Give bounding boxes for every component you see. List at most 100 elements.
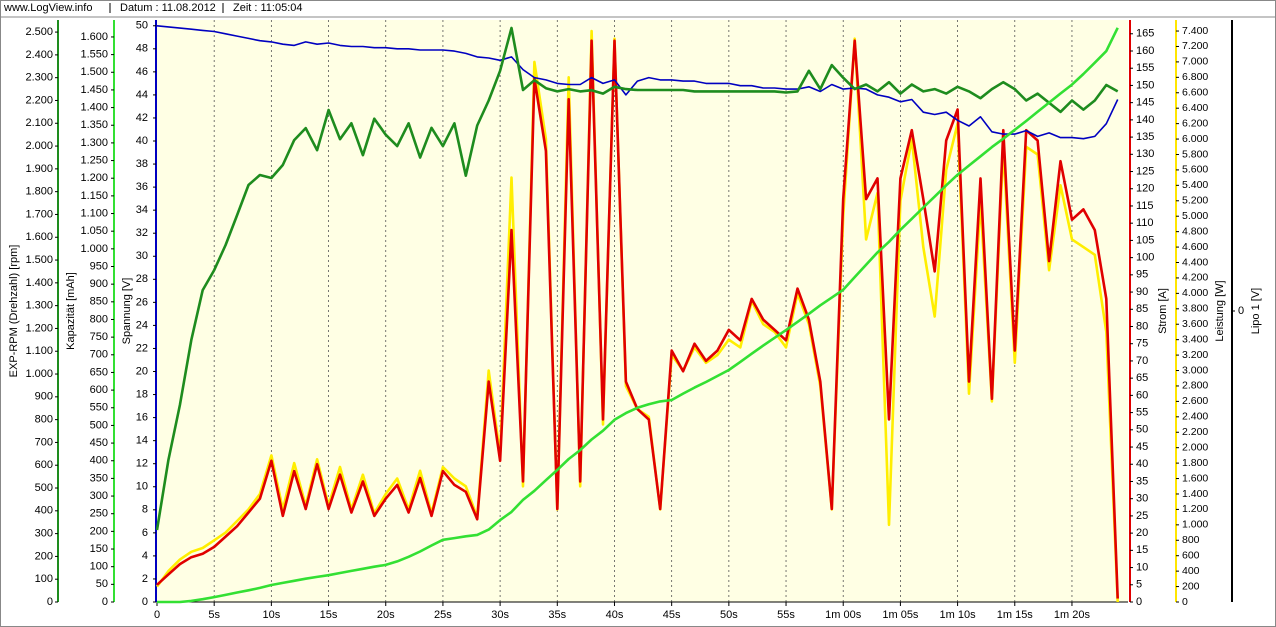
y-tick-label: 155: [1136, 62, 1154, 74]
y-tick-label: 1.700: [25, 208, 53, 220]
y-tick-label: 42: [136, 112, 148, 124]
y-tick-label: 165: [1136, 28, 1154, 40]
y-tick-label: 6.600: [1182, 87, 1208, 99]
y-tick-label: 1.800: [1182, 457, 1208, 469]
x-tick-label: 1m 15s: [997, 609, 1034, 621]
y-tick-label: 2.600: [1182, 395, 1208, 407]
y-tick-label: 0: [102, 596, 108, 608]
y-tick-label: 145: [1136, 97, 1154, 109]
y-tick-label: 900: [35, 391, 53, 403]
y-tick-label: 15: [1136, 544, 1148, 556]
y-tick-label: 105: [1136, 234, 1154, 246]
y-tick-label: 10: [1136, 561, 1148, 573]
y-tick-label: 1.000: [80, 243, 108, 255]
y-tick-label: 28: [136, 273, 148, 285]
y-tick-label: 1.600: [80, 31, 108, 43]
y-tick-label: 18: [136, 388, 148, 400]
y-tick-label: 100: [1136, 252, 1154, 264]
axis-title: Leistung [W]: [1214, 280, 1226, 341]
plot-area: [157, 20, 1128, 602]
y-tick-label: 350: [90, 472, 108, 484]
axis-title: EXP-RPM (Drehzahl) [rpm]: [8, 245, 20, 378]
y-tick-label: 35: [1136, 475, 1148, 487]
y-tick-label: 6.000: [1182, 133, 1208, 145]
series-line: [156, 25, 1119, 140]
y-tick-label: 5: [1136, 579, 1142, 591]
y-tick-label: 55: [1136, 406, 1148, 418]
y-tick-label: 300: [90, 490, 108, 502]
y-tick-label: 32: [136, 227, 148, 239]
y-tick-label: 14: [136, 435, 148, 447]
y-tick-label: 90: [1136, 286, 1148, 298]
y-tick-label: 1.800: [25, 186, 53, 198]
axis-title: Lipo 1 [V]: [1250, 288, 1262, 334]
y-tick-label: 38: [136, 158, 148, 170]
x-tick-label: 15s: [320, 609, 338, 621]
y-tick-label: 36: [136, 181, 148, 193]
series-line: [155, 26, 1119, 531]
y-tick-label: 250: [90, 508, 108, 520]
y-tick-label: 135: [1136, 131, 1154, 143]
y-tick-label: 400: [35, 505, 53, 517]
y-tick-label: 24: [136, 319, 148, 331]
y-tick-label: 600: [1182, 549, 1200, 561]
y-tick-label: 800: [1182, 534, 1200, 546]
y-tick-label: 500: [90, 419, 108, 431]
header-site: www.LogView.info: [3, 2, 92, 14]
y-tick-label: 200: [1182, 580, 1200, 592]
y-tick-label: 3.800: [1182, 303, 1208, 315]
y-tick-label: 70: [1136, 355, 1148, 367]
y-tick-label: 0: [1238, 305, 1244, 317]
axis-title: Spannung [V]: [121, 278, 133, 345]
y-tick-label: 100: [90, 561, 108, 573]
y-tick-label: 10: [136, 481, 148, 493]
y-tick-label: 2.800: [1182, 380, 1208, 392]
y-tick-label: 1.300: [25, 300, 53, 312]
y-tick-label: 4: [142, 550, 148, 562]
y-tick-label: 1.500: [80, 66, 108, 78]
y-tick-label: 6.200: [1182, 117, 1208, 129]
x-tick-label: 50s: [720, 609, 738, 621]
x-tick-label: 55s: [777, 609, 795, 621]
y-tick-label: 650: [90, 366, 108, 378]
y-tick-label: 150: [1136, 79, 1154, 91]
axis-title: Strom [A]: [1157, 288, 1169, 334]
y-tick-label: 400: [1182, 565, 1200, 577]
y-tick-label: 1.000: [1182, 519, 1208, 531]
y-tick-label: 1.200: [80, 172, 108, 184]
y-tick-label: 1.600: [25, 231, 53, 243]
y-tick-label: 1.350: [80, 119, 108, 131]
y-tick-label: 1.100: [25, 345, 53, 357]
y-tick-label: 1.900: [25, 163, 53, 175]
y-tick-label: 2.500: [25, 26, 53, 38]
y-tick-label: 8: [142, 504, 148, 516]
y-tick-label: 1.250: [80, 154, 108, 166]
y-tick-label: 40: [1136, 458, 1148, 470]
y-tick-label: 1.100: [80, 207, 108, 219]
y-tick-label: 2.000: [25, 140, 53, 152]
y-tick-label: 1.450: [80, 84, 108, 96]
y-tick-label: 150: [90, 543, 108, 555]
x-tick-label: 30s: [491, 609, 509, 621]
y-tick-label: 20: [1136, 527, 1148, 539]
y-tick-label: 7.200: [1182, 40, 1208, 52]
y-tick-label: 130: [1136, 148, 1154, 160]
y-tick-label: 110: [1136, 217, 1154, 229]
y-tick-label: 50: [136, 20, 148, 32]
y-tick-label: 44: [136, 89, 148, 101]
y-tick-label: 500: [35, 482, 53, 494]
y-tick-label: 950: [90, 260, 108, 272]
y-tick-label: 2.000: [1182, 441, 1208, 453]
y-tick-label: 5.800: [1182, 148, 1208, 160]
y-tick-label: 1.400: [1182, 488, 1208, 500]
y-tick-label: 0: [47, 596, 53, 608]
x-tick-label: 1m 05s: [882, 609, 919, 621]
y-tick-label: 34: [136, 204, 148, 216]
y-tick-label: 2.400: [1182, 411, 1208, 423]
y-tick-label: 60: [1136, 389, 1148, 401]
y-tick-label: 1.550: [80, 49, 108, 61]
y-tick-label: 140: [1136, 114, 1154, 126]
y-tick-label: 22: [136, 342, 148, 354]
